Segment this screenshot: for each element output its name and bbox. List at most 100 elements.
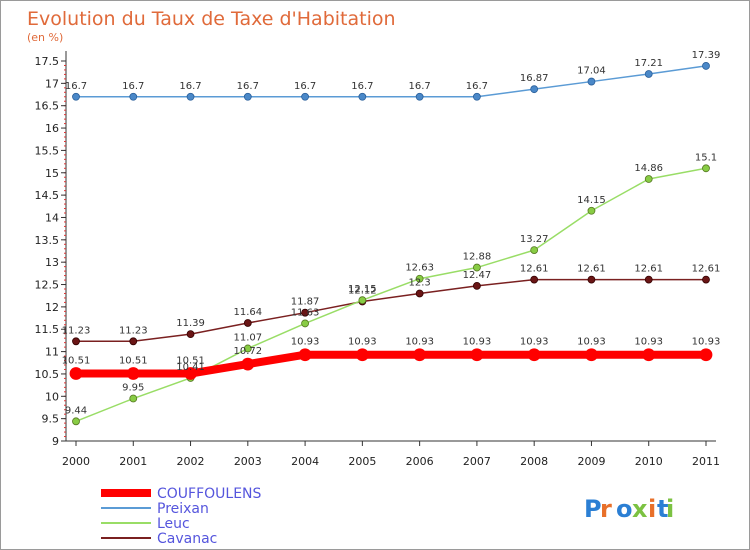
logo-letter: i (666, 495, 674, 523)
data-point-preixan (129, 92, 138, 101)
y-tick-label: 10.5 (35, 368, 60, 381)
data-point-cavanac (587, 275, 596, 284)
data-point-leuc (587, 206, 596, 215)
chart-subtitle: (en %) (27, 31, 63, 44)
x-tick-label: 2000 (62, 455, 90, 468)
data-label-preixan: 17.21 (634, 58, 663, 69)
data-point-couffoulens (241, 357, 255, 371)
series-line-couffoulens (76, 350, 706, 378)
x-tick-label: 2002 (177, 455, 205, 468)
logo-letter: i (648, 495, 656, 523)
data-label-preixan: 16.7 (466, 81, 488, 92)
data-point-leuc (129, 394, 138, 403)
data-label-couffoulens: 10.93 (291, 337, 320, 348)
y-tick-label: 11 (45, 346, 59, 359)
data-label-cavanac: 11.87 (291, 297, 320, 308)
x-tick-label: 2010 (635, 455, 663, 468)
proxiti-logo: Pr o x i ti (584, 495, 674, 523)
data-point-preixan (587, 77, 596, 86)
data-label-preixan: 16.7 (351, 81, 373, 92)
y-tick-label: 9 (52, 435, 59, 448)
x-tick-label: 2007 (463, 455, 491, 468)
data-label-preixan: 16.7 (237, 81, 259, 92)
data-label-preixan: 16.7 (294, 81, 316, 92)
x-tick-label: 2006 (406, 455, 434, 468)
data-label-couffoulens: 10.51 (176, 355, 205, 366)
data-point-leuc (72, 417, 80, 426)
logo-letter: P (584, 495, 602, 523)
data-label-cavanac: 11.23 (119, 325, 148, 336)
data-point-cavanac (530, 275, 539, 284)
data-point-cavanac (301, 308, 309, 317)
data-label-cavanac: 11.23 (62, 325, 91, 336)
y-tick-label: 17 (45, 77, 59, 90)
series-layer (69, 62, 713, 426)
data-label-couffoulens: 10.93 (577, 337, 606, 348)
x-tick-label: 2003 (234, 455, 262, 468)
data-label-leuc: 12.88 (463, 252, 492, 263)
data-label-leuc: 10.41 (176, 362, 205, 373)
data-point-couffoulens (413, 348, 427, 362)
data-label-couffoulens: 10.93 (405, 337, 434, 348)
data-label-preixan: 16.7 (122, 81, 144, 92)
x-tick-label: 2005 (348, 455, 376, 468)
data-point-preixan (72, 92, 80, 101)
series-line-preixan (76, 65, 707, 98)
legend-label-leuc: Leuc (157, 516, 190, 532)
y-tick-label: 15 (45, 167, 59, 180)
data-point-cavanac (186, 330, 195, 339)
data-label-couffoulens: 10.51 (62, 355, 91, 366)
y-tick-label: 12.5 (35, 279, 60, 292)
data-label-cavanac: 12.61 (520, 264, 549, 275)
x-tick-label: 2008 (520, 455, 548, 468)
data-point-leuc (415, 274, 424, 283)
y-tick-label: 17.5 (35, 55, 60, 68)
data-label-preixan: 16.7 (409, 81, 431, 92)
logo-letter: x (632, 495, 648, 523)
y-tick-label: 12 (45, 301, 59, 314)
legend-label-couffoulens: COUFFOULENS (157, 486, 262, 502)
data-point-cavanac (129, 337, 138, 346)
data-label-couffoulens: 10.93 (634, 337, 663, 348)
data-point-couffoulens (69, 367, 83, 380)
data-point-couffoulens (585, 348, 598, 362)
data-label-leuc: 11.07 (233, 332, 262, 343)
data-label-preixan: 17.39 (692, 50, 721, 61)
data-label-couffoulens: 10.93 (348, 337, 377, 348)
data-label-cavanac: 11.39 (176, 318, 205, 329)
data-point-preixan (530, 85, 539, 94)
data-label-couffoulens: 10.93 (463, 337, 492, 348)
data-label-cavanac: 12.47 (463, 270, 492, 281)
data-label-leuc: 15.1 (695, 152, 717, 163)
data-point-preixan (644, 70, 653, 78)
logo-letter: o (616, 495, 633, 523)
data-point-couffoulens (298, 348, 312, 362)
data-point-couffoulens (126, 367, 140, 380)
data-label-cavanac: 12.61 (692, 264, 721, 275)
data-label-cavanac: 11.64 (233, 307, 262, 318)
data-label-leuc: 14.86 (634, 163, 663, 174)
data-point-couffoulens (699, 348, 713, 362)
data-label-couffoulens: 10.72 (233, 346, 262, 357)
axes: 9 9.5 10 10.5 11 11.5 12 12.5 13 13.5 14 14.5 15 15.5… (35, 51, 720, 468)
data-point-leuc (530, 246, 539, 255)
data-label-cavanac: 12.61 (634, 264, 663, 275)
data-label-leuc: 13.27 (520, 234, 549, 245)
y-tick-label: 16.5 (35, 100, 60, 113)
data-point-leuc (473, 263, 481, 272)
data-point-preixan (186, 92, 195, 101)
data-point-preixan (358, 92, 367, 101)
data-label-leuc: 9.44 (65, 405, 87, 416)
y-tick-label: 13 (45, 256, 59, 269)
data-point-couffoulens (527, 348, 541, 362)
y-tick-label: 14 (45, 211, 59, 224)
legend-label-preixan: Preixan (157, 501, 209, 517)
data-point-leuc (644, 175, 653, 183)
data-label-preixan: 16.87 (520, 73, 549, 84)
data-label-couffoulens: 10.51 (119, 355, 148, 366)
data-point-preixan (702, 62, 710, 70)
data-point-leuc (301, 319, 309, 328)
data-point-preixan (301, 92, 309, 101)
data-label-couffoulens: 10.93 (692, 337, 721, 348)
